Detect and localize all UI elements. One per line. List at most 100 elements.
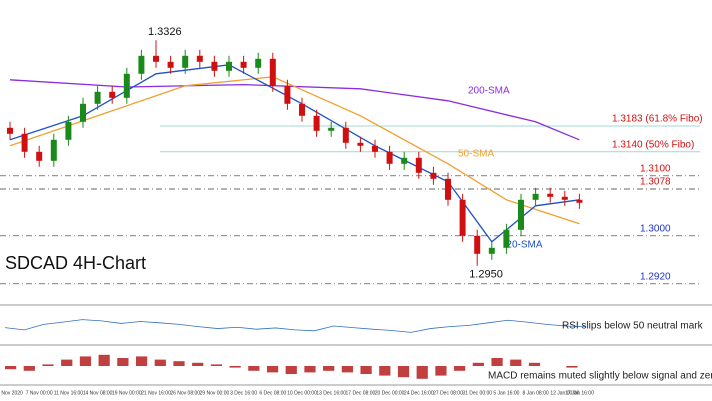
macd-bar [135, 356, 148, 366]
candle-body [211, 61, 218, 71]
macd-bar [248, 366, 260, 371]
macd-bar [416, 366, 428, 379]
candle-body [21, 133, 28, 152]
candle-body [299, 103, 305, 116]
candle-body [576, 199, 583, 203]
candle-body [182, 55, 189, 68]
candle-body [430, 172, 437, 179]
macd-bar [173, 361, 185, 366]
candle-body [503, 229, 510, 248]
level-label: 1.3000 [640, 223, 671, 234]
x-tick-label: 26 Nov 08:00 [170, 390, 200, 396]
candle-body [532, 193, 539, 200]
macd-bar [98, 354, 110, 366]
rsi-line [4, 319, 586, 333]
sma-label: 20-SMA [506, 239, 542, 250]
candle-body [415, 157, 422, 173]
candle-body [80, 103, 86, 122]
candle-body [36, 151, 43, 161]
candle-body [255, 58, 262, 68]
candle-body [65, 121, 72, 140]
candle-body [372, 145, 378, 152]
macd-bar [454, 366, 466, 371]
x-tick-label: 31 Dec 00:00 [462, 390, 492, 396]
x-tick-label: 4 Nov 2020 [0, 390, 23, 396]
macd-bar [210, 364, 223, 366]
macd-bar [323, 366, 335, 371]
x-tick-label: 24 Dec 16:00 [404, 390, 434, 396]
candle-body [109, 91, 116, 98]
x-tick-label: 21 Nov 16:00 [141, 390, 171, 396]
x-tick-label: 10 Dec 00:00 [287, 390, 317, 396]
candle-body [50, 139, 57, 161]
candle-body [196, 55, 203, 62]
candle-body [153, 55, 159, 62]
macd-bar [397, 366, 410, 378]
macd-bar [341, 366, 353, 373]
x-tick-label: 19 Nov 00:00 [112, 390, 142, 396]
level-label: 1.3100 [640, 163, 671, 174]
macd-bar [117, 358, 129, 366]
x-tick-label: 27 Dec 08:00 [433, 390, 463, 396]
x-tick-label: 29 Nov 00:00 [200, 390, 230, 396]
candle-body [313, 115, 320, 131]
macd-bar [42, 364, 54, 366]
chart-title: SDCAD 4H-Chart [5, 253, 146, 273]
macd-bar [5, 366, 17, 370]
macd-bar [79, 356, 92, 366]
candle-body [138, 55, 145, 74]
candle-body [123, 73, 130, 98]
macd-bar [360, 366, 372, 374]
candle-body [269, 58, 276, 86]
macd-bar [192, 362, 204, 366]
x-tick-label: 7 Nov 00:00 [26, 390, 53, 396]
macd-label: MACD remains muted slightly below signal… [488, 371, 712, 382]
x-tick-label: 17 Dec 08:00 [346, 390, 376, 396]
macd-bar [266, 366, 279, 373]
macd-bar [435, 366, 447, 376]
x-tick-label: 11 Nov 16:00 [54, 390, 84, 396]
candle-body [94, 91, 101, 104]
candle-body [357, 142, 364, 146]
macd-bar [379, 366, 391, 376]
candle-body [328, 127, 335, 131]
x-tick-label: 5 Jan 16:00 [493, 390, 519, 396]
macd-bar [566, 366, 578, 368]
candle-body [284, 85, 291, 104]
macd-bar [61, 359, 73, 366]
macd-bar [510, 359, 522, 366]
candle-body [226, 61, 232, 71]
annotation: 1.3326 [148, 26, 182, 38]
macd-bar [304, 366, 316, 373]
annotation: 1.2950 [469, 269, 503, 281]
macd-bar [491, 358, 503, 366]
x-tick-label: 12 Jan 00:00 [550, 390, 579, 396]
level-label: 1.3183 (61.8% Fibo) [612, 114, 703, 125]
sma-line [9, 64, 580, 243]
candle-body [488, 247, 495, 254]
x-tick-label: 8 Jan 08:00 [523, 390, 549, 396]
level-label: 1.3078 [640, 177, 671, 188]
sma-line [9, 76, 580, 225]
x-tick-label: 6 Dec 08:00 [259, 390, 286, 396]
candle-body [401, 157, 408, 164]
level-label: 1.3140 (50% Fibo) [612, 139, 694, 150]
macd-bar [229, 366, 241, 368]
x-tick-label: 20 Dec 00:00 [375, 390, 405, 396]
x-tick-label: 14 Nov 08:00 [83, 390, 113, 396]
rsi-label: RSI slips below 50 neutral mark [562, 321, 704, 332]
x-tick-label: 13 Dec 16:00 [316, 390, 346, 396]
candle-body [561, 196, 568, 200]
candle-body [167, 61, 174, 68]
macd-bar [285, 366, 297, 374]
candle-body [240, 61, 247, 68]
x-tick-label: 3 Dec 16:00 [230, 390, 257, 396]
level-label: 1.2920 [640, 271, 671, 282]
candle-body [342, 127, 349, 143]
sma-label: 200-SMA [468, 85, 510, 96]
candle-body [445, 178, 451, 200]
candle-body [547, 193, 554, 197]
macd-bar [154, 359, 166, 366]
